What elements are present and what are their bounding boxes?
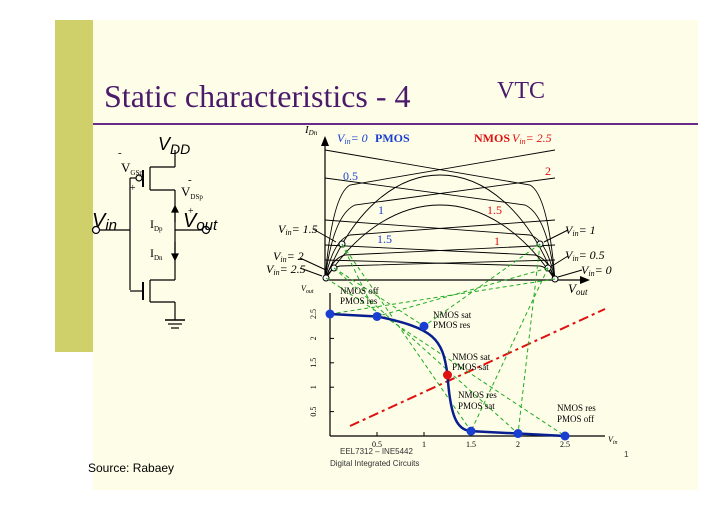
vtc-chart: 0.5 1 1.5 2 2.5 0.5 1 1.5 2 2.5 (309, 243, 606, 449)
projection-line (376, 267, 549, 317)
y-tick-label: 0.5 (309, 407, 318, 417)
vgsp-minus: - (118, 147, 122, 159)
vout-label: Vout (183, 210, 218, 234)
idn-axis-label: IDn (304, 124, 318, 137)
projection-line (470, 267, 549, 432)
load-line-plot (299, 136, 590, 284)
switching-point (443, 370, 452, 380)
vdsp-label: VDSp (181, 184, 203, 201)
vin-2-left-label: Vin= 2 (273, 249, 304, 264)
label-arrows (299, 228, 583, 278)
idn-label: IDn (150, 246, 163, 262)
vtc-point (513, 429, 523, 439)
projection-line (517, 243, 541, 434)
footer-subject: Digital Integrated Circuits (330, 459, 420, 468)
pmos-label: PMOS (375, 131, 410, 145)
page-title: Static characteristics - 4 (104, 78, 411, 114)
nmos-label: NMOS (474, 131, 510, 145)
vin-1-right-label: Vin= 1 (565, 223, 596, 238)
region-5-line2: PMOS off (557, 414, 594, 424)
load-curves (324, 149, 556, 281)
footer-course: EEL7312 – INE5442 (340, 447, 413, 456)
curve-label-1-5-nmos: 1.5 (487, 203, 502, 217)
curve-label-1-5-pmos: 1.5 (377, 232, 392, 246)
projection-arrows (325, 243, 566, 437)
projection-line (329, 278, 556, 315)
x-tick-label: 1 (422, 440, 426, 449)
page-number: 1 (624, 450, 629, 459)
vin-0-right-label: Vin= 0 (581, 263, 612, 278)
page-subtitle: VTC (497, 78, 545, 104)
vtc-point (372, 311, 382, 321)
vtc-point (419, 321, 429, 331)
vin-0-5-right-label: Vin= 0.5 (565, 248, 605, 263)
vdd-label: VDD (158, 134, 190, 157)
accent-bar (55, 20, 93, 352)
region-2-line2: PMOS res (433, 320, 471, 330)
region-1-line1: NMOS off (340, 286, 379, 296)
inverter-schematic (91, 150, 211, 329)
region-3-line1: NMOS sat (452, 352, 491, 362)
region-1-line2: PMOS res (340, 296, 378, 306)
vtc-point (560, 431, 570, 441)
x-tick-label: 0.5 (372, 440, 382, 449)
x-tick-label: 2.5 (560, 440, 570, 449)
vout-axis-label: Vout (568, 281, 588, 297)
y-tick-label: 1.5 (309, 358, 318, 368)
y-tick-label: 2.5 (309, 309, 318, 319)
title-divider (93, 123, 698, 125)
vin-2-5-left-label: Vin= 2.5 (266, 262, 306, 277)
projection-line (333, 267, 425, 327)
region-4-line1: NMOS res (458, 390, 497, 400)
curve-label-0-5: 0.5 (343, 169, 358, 183)
vin-label: Vin (92, 210, 117, 234)
intersection-points (322, 240, 559, 283)
vin0-top-label: Vin= 0 (337, 131, 368, 146)
curve-label-1-pmos: 1 (378, 203, 384, 217)
projection-line (423, 243, 541, 327)
vin-1-5-left-label: Vin= 1.5 (278, 222, 318, 237)
vtc-point (466, 426, 476, 436)
curve-label-2: 2 (545, 164, 551, 178)
vtc-point (325, 309, 335, 319)
y-tick-label: 2 (309, 336, 318, 340)
unity-gain-line (349, 308, 606, 427)
vin25-top-label: Vin= 2.5 (512, 131, 552, 146)
vgsp-plus: + (130, 183, 136, 194)
idp-label: IDp (150, 217, 163, 233)
vdsp-minus: - (188, 174, 192, 186)
y-tick-label: 1 (309, 385, 318, 389)
x-tick-label: 1.5 (466, 440, 476, 449)
vgsp-label: VGSp (121, 160, 143, 177)
region-2-line1: NMOS sat (433, 310, 472, 320)
region-5-line1: NMOS res (557, 403, 596, 413)
curve-label-1-nmos: 1 (494, 234, 500, 248)
region-3-line2: PMOS sat (452, 362, 489, 372)
vtc-xlabel: Vin (608, 435, 618, 446)
projection-line (333, 267, 519, 434)
vdsp-plus: + (188, 206, 194, 217)
region-4-line2: PMOS sat (458, 401, 495, 411)
vtc-ylabel: Vout (301, 284, 314, 295)
slide-background (93, 20, 698, 490)
source-note: Source: Rabaey (88, 461, 175, 475)
x-tick-label: 2 (516, 440, 520, 449)
projection-line (325, 277, 566, 437)
